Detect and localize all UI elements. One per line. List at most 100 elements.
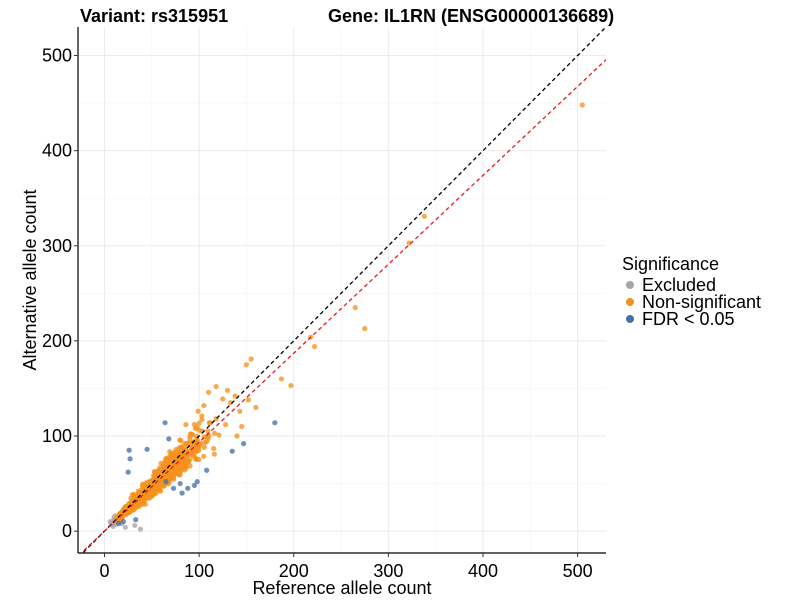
point-non-significant: [132, 493, 138, 499]
point-non-significant: [207, 420, 214, 426]
point-non-significant: [190, 452, 196, 458]
identity-line: [81, 27, 606, 553]
point-fdr: [240, 441, 247, 447]
point-excluded: [137, 526, 144, 532]
point-fdr: [185, 485, 191, 491]
point-non-significant: [157, 487, 163, 493]
point-non-significant: [139, 492, 145, 498]
point-fdr: [170, 485, 177, 491]
x-axis-title: Reference allele count: [252, 578, 431, 598]
legend-swatch: [626, 298, 634, 306]
point-non-significant: [148, 480, 154, 486]
point-non-significant: [149, 492, 155, 498]
point-non-significant: [245, 397, 251, 403]
legend: Significance ExcludedNon-significantFDR …: [622, 254, 761, 329]
point-fdr: [116, 520, 122, 527]
point-non-significant: [212, 430, 218, 436]
point-non-significant: [201, 444, 207, 450]
fit-line: [80, 58, 606, 553]
point-non-significant: [178, 438, 184, 444]
point-non-significant: [199, 417, 205, 423]
x-tick-label: 200: [279, 561, 309, 581]
point-non-significant: [239, 423, 245, 430]
point-fdr: [179, 490, 185, 496]
point-non-significant: [183, 421, 189, 428]
point-fdr: [272, 420, 278, 426]
point-non-significant: [191, 421, 197, 428]
point-non-significant: [178, 445, 184, 451]
point-fdr: [177, 480, 183, 487]
point-non-significant: [220, 396, 226, 402]
legend-title: Significance: [622, 254, 719, 274]
point-non-significant: [237, 408, 243, 414]
point-non-significant: [144, 493, 150, 499]
point-excluded: [122, 524, 128, 530]
legend-label: Excluded: [642, 275, 716, 295]
legend-swatch: [626, 281, 634, 289]
x-tick-label: 0: [99, 561, 109, 581]
point-non-significant: [223, 421, 229, 428]
point-non-significant: [185, 458, 191, 464]
point-non-significant: [362, 325, 368, 332]
point-non-significant: [172, 470, 178, 477]
y-axis-title: Alternative allele count: [20, 189, 40, 370]
point-fdr: [133, 517, 139, 523]
point-non-significant: [352, 305, 358, 311]
point-fdr: [194, 479, 200, 485]
point-non-significant: [224, 387, 231, 393]
point-fdr: [144, 446, 150, 452]
point-non-significant: [211, 451, 217, 457]
point-fdr: [126, 447, 132, 453]
point-fdr: [127, 456, 133, 462]
y-tick-label: 200: [42, 331, 72, 351]
point-non-significant: [253, 404, 259, 411]
y-tick-label: 300: [42, 236, 72, 256]
point-fdr: [204, 467, 210, 473]
point-non-significant: [140, 481, 147, 487]
axes: [77, 27, 606, 554]
point-non-significant: [213, 383, 219, 390]
point-fdr: [163, 479, 169, 485]
y-tick-label: 0: [62, 521, 72, 541]
point-non-significant: [163, 456, 169, 462]
point-non-significant: [147, 488, 153, 494]
point-non-significant: [153, 483, 160, 489]
point-excluded: [132, 522, 138, 529]
point-fdr: [229, 448, 235, 454]
point-non-significant: [288, 382, 294, 389]
x-tick-label: 100: [184, 561, 214, 581]
point-non-significant: [188, 431, 195, 437]
legend-label: FDR < 0.05: [642, 309, 735, 329]
data-points: [107, 102, 585, 532]
point-non-significant: [201, 453, 207, 459]
point-fdr: [125, 469, 131, 475]
point-non-significant: [211, 445, 217, 452]
point-non-significant: [171, 475, 177, 481]
x-tick-label: 500: [563, 561, 593, 581]
point-non-significant: [248, 356, 254, 362]
point-excluded: [107, 519, 113, 525]
point-non-significant: [195, 408, 201, 414]
point-fdr: [120, 519, 127, 525]
point-fdr: [191, 482, 197, 489]
point-non-significant: [199, 413, 205, 419]
point-non-significant: [178, 449, 184, 455]
point-non-significant: [232, 393, 238, 399]
point-non-significant: [204, 439, 210, 445]
point-non-significant: [421, 213, 427, 219]
reference-lines: [80, 27, 606, 553]
chart-title-gene: Gene: IL1RN (ENSG00000136689): [328, 6, 614, 26]
chart-title-variant: Variant: rs315951: [80, 6, 228, 26]
y-tick-label: 100: [42, 426, 72, 446]
point-non-significant: [156, 471, 163, 477]
x-tick-label: 400: [468, 561, 498, 581]
point-fdr: [162, 420, 168, 426]
tick-labels: 0 100 200 300 400 500 0 100 200 300 400 500: [42, 46, 593, 581]
point-non-significant: [193, 456, 200, 462]
point-fdr: [166, 436, 172, 442]
grid: [78, 27, 606, 553]
point-non-significant: [278, 376, 285, 382]
point-non-significant: [182, 467, 188, 473]
point-non-significant: [216, 432, 222, 438]
